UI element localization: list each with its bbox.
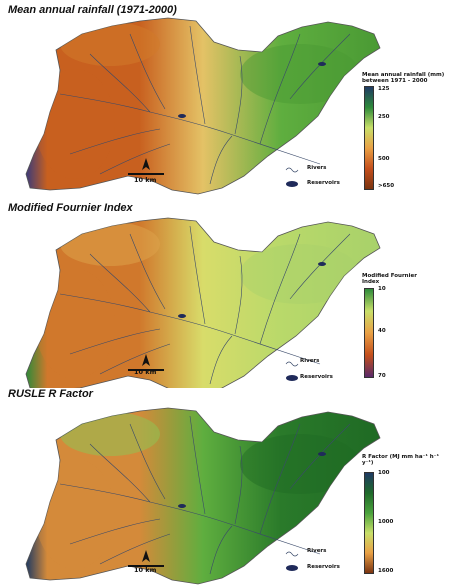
- legend-color-ramp: [364, 472, 374, 574]
- legend-tick-label: 125: [378, 86, 390, 92]
- legend-title: Modified Fournier Index: [362, 273, 417, 285]
- reservoir-icon: [286, 565, 298, 571]
- rivers-key-label: Rivers: [307, 548, 327, 554]
- river-line: [234, 255, 243, 335]
- legend-tick-label: 500: [378, 156, 390, 162]
- reservoir-shape: [178, 114, 186, 118]
- north-arrow-icon: [142, 550, 150, 562]
- map-panel-rfactor: RUSLE R Factor R Factor (MJ mm ha⁻¹ h⁻¹ …: [0, 388, 449, 587]
- river-line: [89, 53, 151, 113]
- legend-tick-label: 70: [378, 373, 386, 379]
- scale-bar-label: 10 km: [134, 368, 157, 376]
- reservoir-shape: [178, 314, 186, 318]
- river-line: [259, 423, 301, 535]
- legend-tick-label: 250: [378, 114, 390, 120]
- map-panel-rainfall: Mean annual rainfall (1971-2000) Mean an…: [0, 0, 449, 195]
- scale-bar: [128, 173, 164, 175]
- river-line: [259, 33, 301, 145]
- scale-bar: [128, 369, 164, 371]
- legend-tick-label: 1000: [378, 519, 394, 525]
- river-line: [99, 143, 171, 175]
- map-panel-fournier: Modified Fournier Index Modified Fournie…: [0, 196, 449, 388]
- river-line: [89, 443, 151, 503]
- river-line: [99, 533, 171, 565]
- reservoir-icon: [286, 375, 298, 381]
- reservoirs-key-label: Reservoirs: [307, 564, 340, 570]
- river-line: [99, 343, 171, 375]
- legend-tick-label: 40: [378, 328, 386, 334]
- river-line: [234, 55, 243, 135]
- river-line: [59, 483, 321, 555]
- river-line: [129, 423, 166, 500]
- legend-tick-label: 100: [378, 470, 390, 476]
- legend-title: R Factor (MJ mm ha⁻¹ h⁻¹ y⁻¹): [362, 454, 439, 466]
- reservoirs-key-label: Reservoirs: [300, 374, 333, 380]
- river-line-icon: [285, 167, 299, 173]
- legend-color-ramp: [364, 288, 374, 378]
- reservoir-shape: [318, 62, 326, 66]
- reservoirs-key-label: Reservoirs: [307, 180, 340, 186]
- scale-bar-label: 10 km: [134, 176, 157, 184]
- river-line: [69, 328, 161, 355]
- reservoir-shape: [318, 452, 326, 456]
- river-line: [259, 233, 301, 345]
- reservoir-shape: [318, 262, 326, 266]
- legend-title: Mean annual rainfall (mm) between 1971 -…: [362, 72, 445, 84]
- legend-tick-label: 1600: [378, 568, 394, 574]
- river-line: [69, 518, 161, 545]
- reservoir-icon: [286, 181, 298, 187]
- river-line: [59, 293, 321, 365]
- rivers-key-label: Rivers: [300, 358, 320, 364]
- river-line: [69, 128, 161, 155]
- river-line: [59, 93, 321, 165]
- reservoir-shape: [178, 504, 186, 508]
- legend-tick-label: >650: [378, 183, 395, 189]
- river-line: [129, 233, 166, 310]
- river-line: [209, 135, 233, 185]
- legend-color-ramp: [364, 86, 374, 190]
- panel-title: Modified Fournier Index: [8, 202, 133, 214]
- river-line: [189, 25, 206, 125]
- river-line: [234, 445, 243, 525]
- river-line-icon: [285, 551, 299, 557]
- north-arrow-icon: [142, 354, 150, 366]
- basin-map: [25, 217, 381, 388]
- river-line: [209, 525, 233, 575]
- rivers-key-label: Rivers: [307, 165, 327, 171]
- river-line: [209, 335, 233, 385]
- scale-bar: [128, 565, 164, 567]
- river-line: [189, 225, 206, 325]
- basin-map: [25, 407, 381, 585]
- panel-title: Mean annual rainfall (1971-2000): [8, 4, 177, 16]
- legend-tick-label: 10: [378, 286, 386, 292]
- river-line: [129, 33, 166, 110]
- river-line-icon: [285, 361, 299, 367]
- north-arrow-icon: [142, 158, 150, 170]
- scale-bar-label: 10 km: [134, 566, 157, 574]
- river-line: [189, 415, 206, 515]
- panel-title: RUSLE R Factor: [8, 388, 93, 400]
- basin-map: [25, 17, 381, 195]
- river-line: [89, 253, 151, 313]
